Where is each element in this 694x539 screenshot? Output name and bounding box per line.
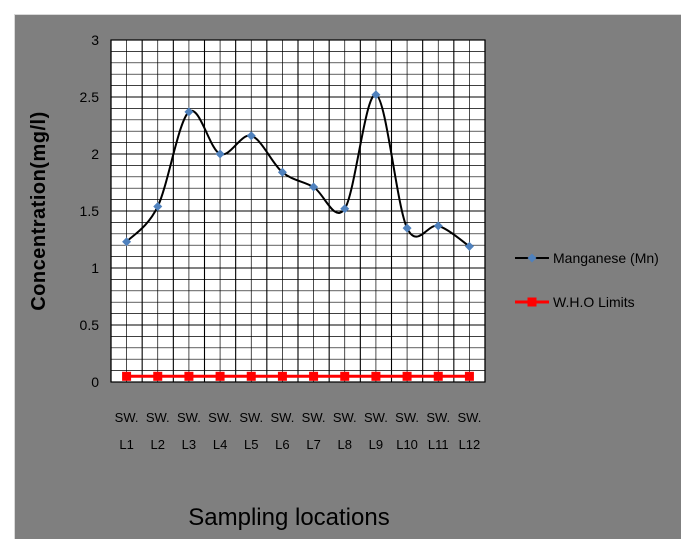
chart-area: 0 0.5 1 1.5 2 2.5 3 SW. L1 SW. L2 SW. L3 SW. L4 SW. L5 S…	[14, 14, 681, 539]
data-point-w-h-o-limits	[153, 371, 163, 381]
x-tick-label-line2: L1	[119, 437, 133, 452]
legend-label-w-h-o-limits: W.H.O Limits	[553, 294, 635, 310]
data-point-w-h-o-limits	[309, 371, 319, 381]
y-tick-label: 2.5	[80, 89, 100, 105]
x-tick-label: SW. L6	[270, 410, 294, 452]
x-tick-label-line2: L3	[182, 437, 196, 452]
x-tick-label-line1: SW.	[146, 410, 170, 425]
x-tick-label: SW. L3	[177, 410, 201, 452]
x-tick-label-line2: L10	[396, 437, 418, 452]
data-point-w-h-o-limits	[246, 371, 256, 381]
y-axis-title: Concentration(mg/l)	[28, 111, 50, 311]
x-tick-label: SW. L5	[239, 410, 263, 452]
legend-marker-w-h-o-limits	[527, 297, 537, 307]
grid	[110, 39, 486, 383]
x-tick-label-line1: SW.	[426, 410, 450, 425]
x-tick-label: SW. L12	[457, 410, 481, 452]
x-tick-label-line2: L4	[213, 437, 227, 452]
data-point-w-h-o-limits	[215, 371, 225, 381]
x-tick-label: SW. L10	[395, 410, 419, 452]
data-point-w-h-o-limits	[340, 371, 350, 381]
plot-border	[110, 39, 486, 383]
data-point-manganese-mn	[153, 201, 163, 211]
x-tick-label: SW. L4	[208, 410, 232, 452]
x-tick-label-line2: L11	[428, 437, 449, 452]
y-tick-label: 2	[91, 146, 99, 162]
data-point-w-h-o-limits	[433, 371, 443, 381]
legend-marker-manganese-mn	[527, 253, 537, 263]
x-tick-label-line2: L2	[151, 437, 165, 452]
x-tick-label-line2: L12	[459, 437, 481, 452]
x-tick-label-line2: L5	[244, 437, 258, 452]
x-tick-label-line2: L8	[338, 437, 352, 452]
data-point-w-h-o-limits	[277, 371, 287, 381]
legend: Manganese (Mn) W.H.O Limits	[515, 250, 659, 310]
y-tick-label: 3	[91, 32, 99, 48]
x-tick-label-line1: SW.	[270, 410, 294, 425]
data-point-manganese-mn	[402, 223, 412, 233]
data-point-w-h-o-limits	[464, 371, 474, 381]
x-tick-label-line1: SW.	[364, 410, 388, 425]
x-axis-ticks: SW. L1 SW. L2 SW. L3 SW. L4 SW. L5 SW. L6 SW. L7 SW. L8…	[115, 410, 482, 452]
x-tick-label-line1: SW.	[457, 410, 481, 425]
x-tick-label-line1: SW.	[177, 410, 201, 425]
y-tick-label: 0.5	[80, 317, 100, 333]
x-tick-label: SW. L11	[426, 410, 450, 452]
x-tick-label-line1: SW.	[302, 410, 326, 425]
x-tick-label: SW. L2	[146, 410, 170, 452]
y-tick-label: 1	[91, 260, 99, 276]
data-point-manganese-mn	[277, 167, 287, 177]
y-tick-label: 0	[91, 374, 99, 390]
data-point-manganese-mn	[246, 131, 256, 141]
data-point-manganese-mn	[340, 204, 350, 214]
data-point-w-h-o-limits	[371, 371, 381, 381]
data-point-manganese-mn	[215, 149, 225, 159]
data-point-w-h-o-limits	[402, 371, 412, 381]
data-point-w-h-o-limits	[184, 371, 194, 381]
data-point-manganese-mn	[309, 182, 319, 192]
x-tick-label-line1: SW.	[333, 410, 357, 425]
legend-label-manganese-mn: Manganese (Mn)	[553, 250, 659, 266]
x-tick-label: SW. L1	[115, 410, 139, 452]
x-tick-label-line1: SW.	[208, 410, 232, 425]
x-tick-label-line1: SW.	[115, 410, 139, 425]
x-tick-label-line1: SW.	[239, 410, 263, 425]
data-point-manganese-mn	[371, 90, 381, 100]
x-tick-label: SW. L9	[364, 410, 388, 452]
x-tick-label-line2: L9	[369, 437, 383, 452]
x-axis-title: Sampling locations	[188, 504, 389, 531]
data-point-manganese-mn	[122, 237, 132, 247]
data-point-manganese-mn	[184, 107, 194, 117]
x-tick-label: SW. L8	[333, 410, 357, 452]
x-tick-label-line2: L6	[275, 437, 289, 452]
data-point-w-h-o-limits	[122, 371, 132, 381]
data-point-manganese-mn	[464, 241, 474, 251]
y-tick-label: 1.5	[80, 203, 100, 219]
series-layer	[122, 90, 474, 381]
y-axis-ticks: 0 0.5 1 1.5 2 2.5 3	[80, 32, 100, 390]
x-tick-label-line2: L7	[306, 437, 320, 452]
x-tick-label-line1: SW.	[395, 410, 419, 425]
data-point-manganese-mn	[433, 221, 443, 231]
x-tick-label: SW. L7	[302, 410, 326, 452]
